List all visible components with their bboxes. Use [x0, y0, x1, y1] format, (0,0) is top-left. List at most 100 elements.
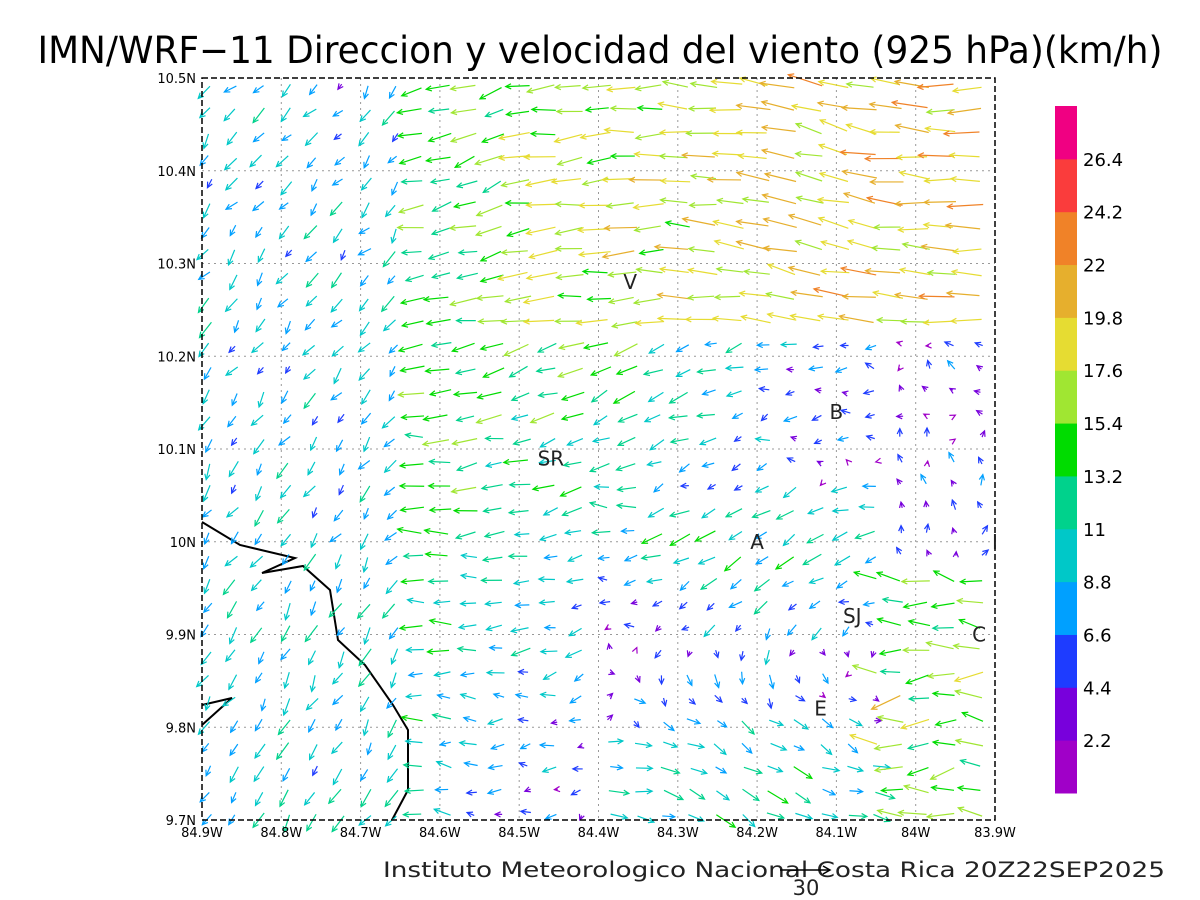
vector-head: [335, 723, 342, 732]
vector-head: [360, 183, 368, 191]
vector-shaft: [742, 788, 760, 801]
wind-vector: [734, 624, 742, 633]
wind-vector: [686, 674, 693, 687]
colorbar-swatch: [1055, 264, 1077, 318]
vector-shaft: [520, 743, 531, 750]
vector-shaft: [741, 720, 755, 735]
wind-vector: [816, 196, 849, 204]
vector-head: [868, 178, 877, 186]
vector-head: [944, 222, 952, 229]
wind-vector: [688, 202, 717, 209]
vector-shaft: [332, 672, 344, 685]
vector-shaft: [205, 463, 211, 480]
vector-head: [389, 681, 396, 689]
wind-vector: [463, 760, 478, 768]
vector-head: [230, 439, 238, 447]
wind-vector: [821, 718, 834, 729]
vector-shaft: [686, 674, 693, 686]
vector-shaft: [837, 436, 849, 441]
vector-head: [920, 243, 928, 251]
vector-shaft: [904, 785, 929, 794]
wind-vector: [358, 298, 369, 312]
vector-head: [921, 385, 929, 392]
vector-shaft: [568, 554, 583, 562]
wind-vector: [715, 814, 737, 828]
wind-vector: [406, 597, 425, 604]
wind-vector: [396, 526, 422, 534]
vector-head: [281, 344, 289, 352]
vector-head: [206, 181, 213, 189]
place-label: C: [972, 623, 986, 647]
vector-shaft: [509, 365, 528, 378]
vector-head: [568, 630, 576, 637]
vector-head: [195, 680, 203, 688]
vector-shaft: [276, 155, 289, 168]
wind-vector: [332, 228, 343, 244]
wind-vector: [597, 554, 610, 562]
wind-vector: [642, 369, 664, 377]
vector-head: [899, 318, 908, 325]
wind-vector: [280, 107, 291, 123]
y-tick-label: 9.8N: [166, 721, 196, 736]
vector-head: [400, 578, 408, 585]
wind-vector: [876, 715, 904, 723]
vector-head: [451, 439, 459, 446]
wind-vector: [435, 760, 452, 769]
wind-vector: [848, 696, 858, 703]
wind-vector: [769, 719, 785, 727]
vector-shaft: [716, 790, 730, 801]
wind-vector: [924, 125, 956, 133]
colorbar-swatch: [1055, 158, 1077, 213]
vector-head: [228, 683, 235, 691]
vector-head: [926, 672, 934, 680]
vector-head: [489, 744, 498, 751]
vector-shaft: [480, 343, 504, 350]
wind-vector: [753, 600, 768, 615]
wind-vector: [917, 293, 955, 300]
vector-shaft: [518, 718, 529, 722]
wind-vector: [862, 600, 875, 607]
vector-shaft: [932, 692, 955, 696]
wind-vector: [616, 436, 636, 447]
wind-vector: [450, 342, 475, 353]
wind-vector: [770, 742, 788, 751]
vector-head: [876, 715, 884, 722]
vector-head: [586, 158, 594, 165]
vector-shaft: [429, 460, 451, 464]
wind-vector: [309, 601, 317, 617]
vector-head: [817, 79, 825, 86]
wind-vector: [486, 788, 502, 795]
vector-head: [597, 576, 605, 583]
vector-head: [516, 717, 525, 724]
vector-head: [430, 341, 438, 348]
wind-vector: [257, 391, 265, 409]
wind-vector: [427, 132, 452, 143]
wind-vector: [785, 366, 794, 373]
wind-vector: [327, 788, 342, 805]
vector-head: [654, 625, 662, 632]
wind-vector: [422, 296, 449, 303]
vector-head: [888, 793, 896, 800]
vector-shaft: [363, 155, 371, 169]
vector-shaft: [821, 270, 850, 274]
vector-shaft: [255, 226, 263, 238]
wind-vector: [338, 484, 345, 496]
wind-vector: [678, 601, 688, 610]
vector-shaft: [635, 320, 665, 324]
vector-head: [423, 527, 431, 535]
vector-head: [388, 346, 396, 354]
vector-head: [931, 739, 939, 746]
vector-shaft: [387, 155, 398, 164]
vector-shaft: [229, 274, 238, 290]
vector-head: [870, 245, 878, 252]
vector-shaft: [224, 85, 237, 93]
wind-vector: [608, 789, 631, 796]
vector-head: [735, 239, 743, 246]
wind-vector: [227, 249, 236, 267]
wind-vector: [819, 691, 827, 699]
vector-shaft: [567, 578, 584, 583]
wind-vector: [741, 742, 753, 754]
vector-shaft: [598, 577, 608, 581]
wind-vector: [229, 720, 239, 734]
vector-head: [856, 788, 865, 795]
